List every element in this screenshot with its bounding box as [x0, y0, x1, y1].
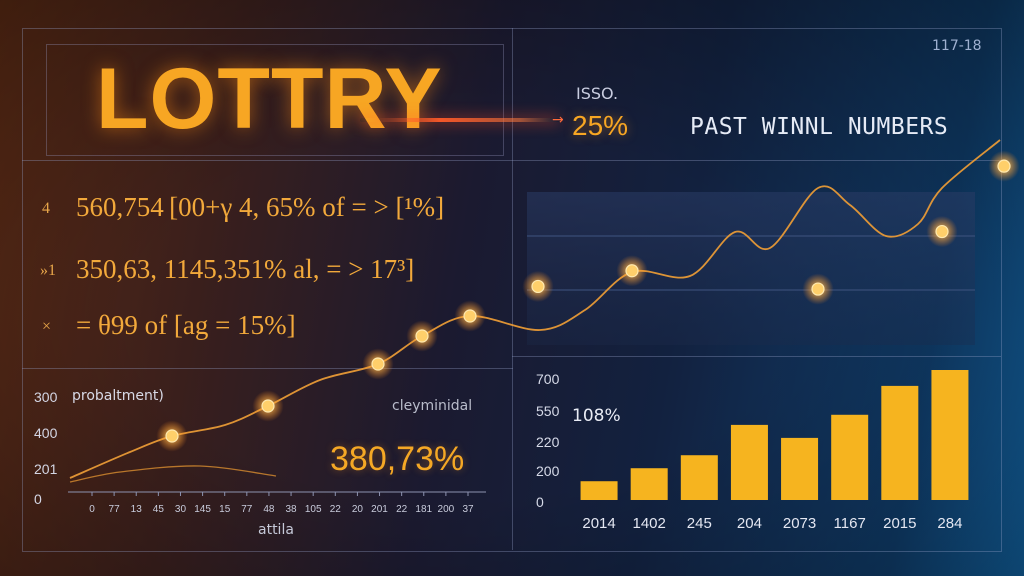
- bl-x-tick-label: 105: [305, 504, 322, 515]
- big-series-point: [625, 264, 639, 278]
- big-series-point: [371, 357, 385, 371]
- bl-x-tick-label: 37: [462, 504, 474, 515]
- bottom-left-right-label: cleyminidal: [392, 398, 473, 414]
- panel-divider-top: [22, 160, 1001, 161]
- bl-x-tick-label: 22: [396, 504, 408, 515]
- stat-row-1: 560,754 [00+γ 4, 65% of = > [¹%]: [76, 192, 445, 222]
- bar-y-tick-label: 550: [536, 403, 560, 419]
- big-series-point: [935, 224, 949, 239]
- big-series-point: [415, 329, 429, 343]
- bl-x-tick-label: 201: [371, 504, 388, 515]
- stat-marker-1: 4: [42, 200, 50, 217]
- stat-marker-3: ×: [42, 318, 52, 335]
- bar-y-tick-label: 700: [536, 371, 560, 387]
- light-streak: [360, 118, 560, 122]
- bl-y-tick-label: 201: [34, 461, 58, 477]
- bar: [680, 455, 718, 500]
- bar-y-tick-label: 0: [536, 494, 544, 510]
- bl-x-tick-label: 38: [285, 504, 297, 515]
- corner-code: 117-18: [932, 38, 982, 54]
- big-series-point: [463, 309, 477, 323]
- big-series-point: [531, 279, 545, 294]
- panel-divider-bottom-right: [512, 356, 1001, 357]
- section-title: PAST WINNL NUMBERS: [690, 114, 949, 140]
- big-series-point: [165, 429, 179, 443]
- issue-label: ISSO.: [576, 84, 619, 103]
- bar: [931, 370, 969, 500]
- bottom-left-xlabel: attila: [258, 522, 294, 538]
- bl-x-tick-label: 77: [109, 504, 121, 515]
- bar-category-label: 245: [687, 515, 712, 532]
- bar: [781, 437, 819, 500]
- stat-row-3: = θ99 of [ag = 15%]: [76, 310, 296, 340]
- arrow-right-icon: →: [552, 112, 564, 128]
- big-series-point: [811, 282, 825, 296]
- bl-y-tick-label: 0: [34, 491, 42, 507]
- bl-x-tick-label: 181: [415, 504, 432, 515]
- bl-x-tick-label: 45: [153, 504, 165, 515]
- logo-title: LOTTRY: [96, 51, 443, 147]
- bar: [881, 385, 919, 500]
- bar-category-label: 2014: [582, 515, 615, 532]
- big-series-point: [997, 159, 1011, 173]
- bar: [730, 424, 768, 500]
- logo-box: [46, 44, 504, 156]
- panel-divider-vertical: [512, 28, 513, 550]
- bar-category-label: 204: [737, 515, 762, 532]
- bottom-left-big-value: 380,73%: [330, 440, 465, 478]
- bar: [580, 481, 618, 500]
- bl-x-tick-label: 200: [438, 504, 455, 515]
- bl-x-tick-label: 145: [194, 504, 211, 515]
- big-series-line: [69, 139, 1001, 479]
- main-frame: [22, 28, 1002, 552]
- bar: [630, 468, 668, 500]
- bottom-left-series-label: probaltment): [72, 388, 164, 404]
- big-series-point: [261, 399, 275, 413]
- stat-marker-2: »1: [40, 262, 56, 279]
- bar-chart-annotation: 108%: [572, 406, 621, 426]
- bl-x-tick-label: 13: [131, 504, 143, 515]
- bl-x-tick-label: 22: [330, 504, 342, 515]
- issue-value: 25%: [572, 110, 629, 141]
- bl-x-tick-label: 20: [352, 504, 364, 515]
- bar-category-label: 1402: [633, 515, 666, 532]
- stat-row-2: 350,63, 1145,351% al, = > 17³]: [76, 254, 415, 284]
- bar-category-label: 1167: [834, 515, 866, 532]
- bar-y-tick-label: 220: [536, 434, 560, 450]
- bl-y-tick-label: 400: [34, 425, 58, 441]
- plot-area-upper: [527, 192, 975, 345]
- bl-x-tick-label: 30: [175, 504, 187, 515]
- bl-y-tick-label: 300: [34, 389, 58, 405]
- bl-series-line: [69, 465, 277, 483]
- bl-x-tick-label: 48: [263, 504, 275, 515]
- panel-divider-bottom-left: [22, 368, 513, 369]
- bar-category-label: 2015: [883, 515, 916, 532]
- bl-x-tick-label: 0: [89, 504, 95, 515]
- bl-x-tick-label: 15: [219, 504, 231, 515]
- bl-x-tick-label: 77: [241, 504, 253, 515]
- bar: [831, 414, 869, 500]
- bar-category-label: 284: [937, 515, 962, 532]
- bar-category-label: 2073: [783, 515, 816, 532]
- bar-y-tick-label: 200: [536, 463, 560, 479]
